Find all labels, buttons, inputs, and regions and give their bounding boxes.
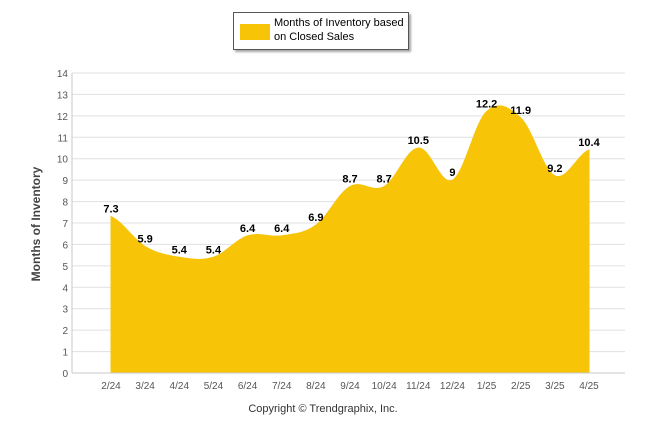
- y-tick-label: 11: [58, 133, 69, 144]
- y-tick-label: 0: [62, 369, 68, 380]
- data-label: 6.4: [274, 223, 290, 235]
- x-tick-labels: 2/24 3/24 4/24 5/24 6/24 7/24 8/24 9/24 10/24 11/…: [101, 381, 599, 392]
- data-label: 5.9: [137, 234, 152, 246]
- x-tick-label: 6/24: [238, 381, 258, 392]
- series-area-path[interactable]: [110, 105, 590, 374]
- legend-swatch: [240, 24, 270, 40]
- y-axis-title: Months of Inventory: [29, 166, 43, 282]
- x-tick-label: 3/24: [135, 381, 155, 392]
- series-area: [110, 105, 590, 374]
- x-tick-label: 5/24: [204, 381, 224, 392]
- y-tick-label: 7: [62, 219, 68, 230]
- y-tick-label: 6: [62, 240, 68, 251]
- data-label: 10.5: [408, 135, 429, 147]
- x-tick-label: 2/24: [101, 381, 121, 392]
- copyright-text: Copyright © Trendgraphix, Inc.: [248, 403, 398, 415]
- data-label: 10.4: [578, 137, 600, 149]
- x-tick-label: 10/24: [372, 381, 397, 392]
- y-tick-label: 13: [57, 90, 69, 101]
- data-label: 6.4: [240, 223, 256, 235]
- x-tick-label: 8/24: [306, 381, 326, 392]
- y-tick-label: 4: [62, 283, 68, 294]
- data-label: 9: [449, 167, 455, 179]
- legend[interactable]: Months of Inventory based on Closed Sale…: [233, 12, 409, 50]
- y-tick-label: 2: [62, 326, 68, 337]
- y-tick-label: 10: [57, 155, 69, 166]
- x-tick-label: 9/24: [340, 381, 360, 392]
- data-label: 11.9: [510, 105, 531, 117]
- x-tick-label: 4/24: [170, 381, 190, 392]
- data-label: 8.7: [342, 174, 357, 186]
- x-tick-label: 2/25: [511, 381, 531, 392]
- x-tick-label: 12/24: [440, 381, 465, 392]
- y-tick-label: 5: [62, 262, 68, 273]
- y-tick-label: 1: [62, 348, 68, 359]
- legend-label: Months of Inventory based on Closed Sale…: [274, 17, 404, 43]
- data-label: 7.3: [103, 204, 118, 216]
- data-label: 5.4: [206, 244, 222, 256]
- y-tick-label: 3: [62, 305, 68, 316]
- y-tick-label: 9: [62, 176, 68, 187]
- data-label: 5.4: [172, 244, 188, 256]
- data-label: 9.2: [547, 163, 562, 175]
- data-label: 12.2: [476, 99, 497, 111]
- x-tick-label: 4/25: [579, 381, 599, 392]
- x-tick-label: 7/24: [272, 381, 292, 392]
- x-tick-label: 1/25: [477, 381, 497, 392]
- y-tick-label: 8: [62, 198, 68, 209]
- x-tick-label: 3/25: [545, 381, 565, 392]
- axes: [71, 73, 625, 374]
- data-labels: 7.3 5.9 5.4 5.4 6.4 6.4 6.9 8.7 8.7 10.5 9 12.2 11.9…: [103, 99, 600, 257]
- y-tick-label: 14: [57, 69, 69, 80]
- data-label: 6.9: [308, 212, 323, 224]
- x-tick-label: 11/24: [406, 381, 431, 392]
- data-label: 8.7: [376, 174, 391, 186]
- y-tick-label: 12: [57, 112, 69, 123]
